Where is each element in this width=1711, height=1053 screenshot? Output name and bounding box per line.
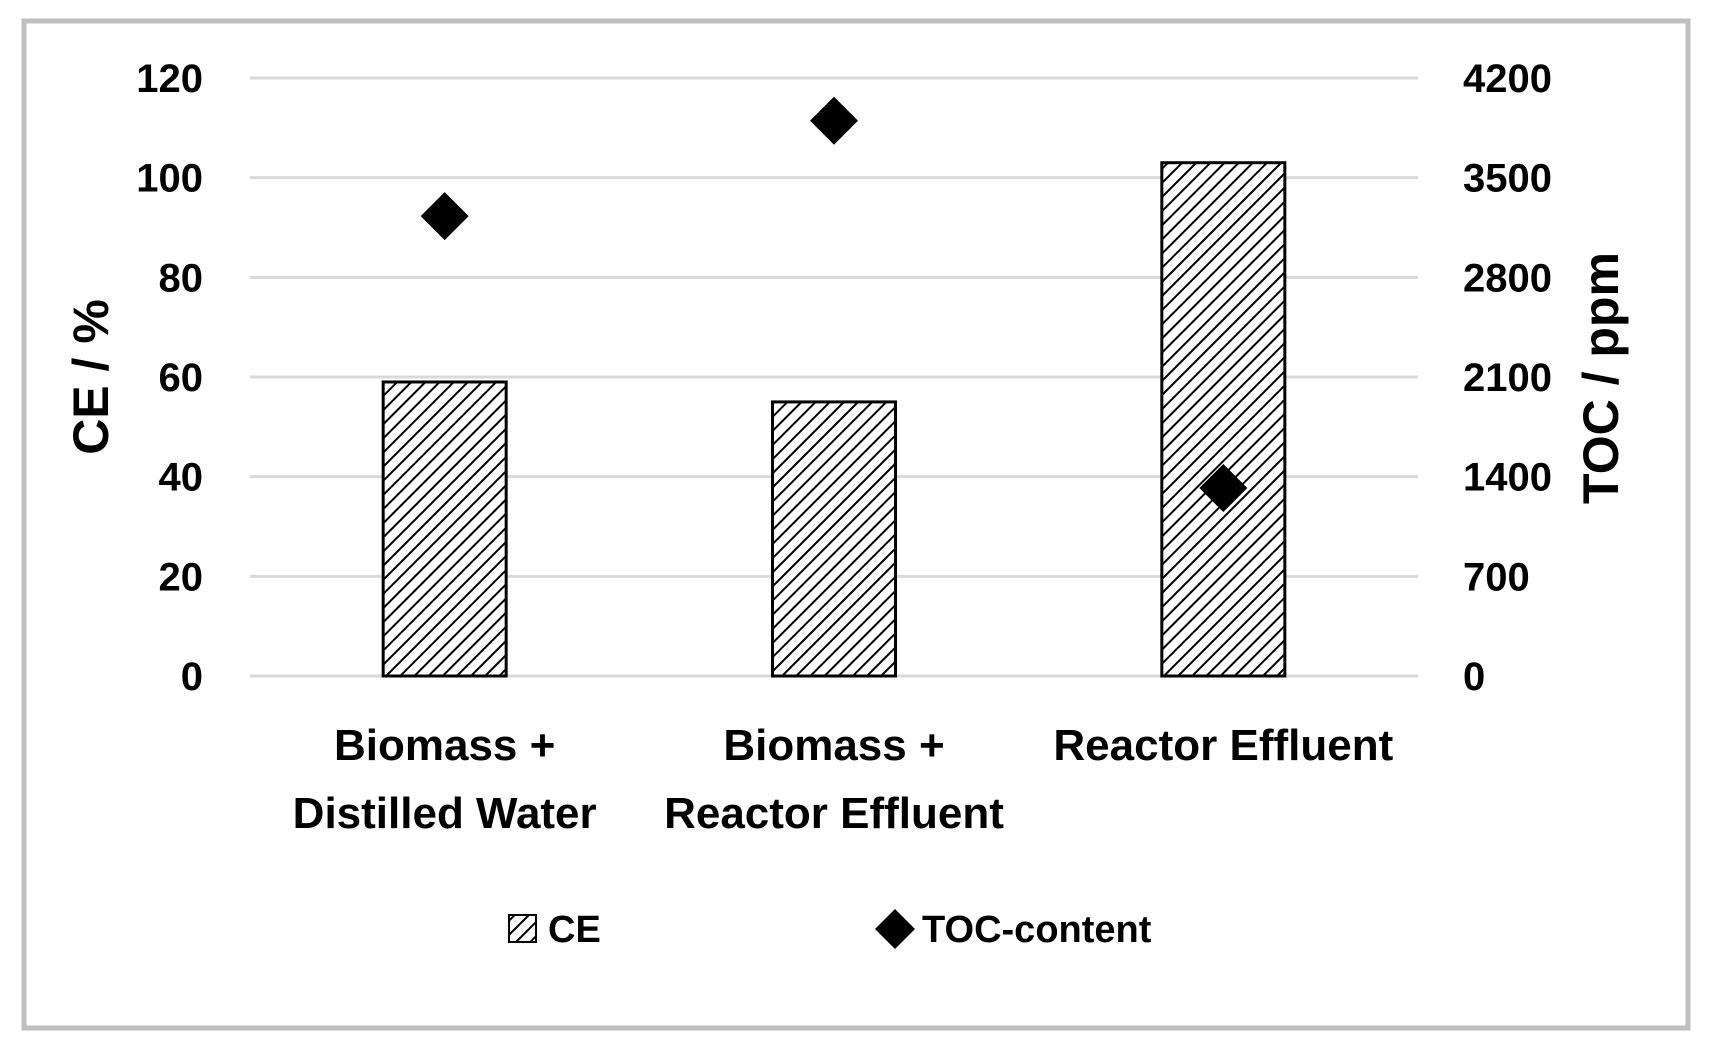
legend-label-ce: CE — [548, 909, 601, 951]
y-tick-label: 60 — [159, 356, 204, 400]
category-label: Distilled Water — [293, 789, 597, 838]
y-tick-label: 40 — [159, 456, 204, 500]
marker-toc-content — [810, 96, 858, 145]
legend: CE TOC-content — [508, 909, 1152, 951]
y-tick-label: 20 — [159, 555, 204, 599]
y-tick-label: 120 — [136, 57, 203, 101]
bars — [381, 161, 1287, 678]
y-tick-label: 0 — [181, 655, 203, 699]
y2-tick-label: 4200 — [1463, 57, 1552, 101]
y2-tick-label: 2800 — [1463, 256, 1552, 300]
y2-tick-label: 1400 — [1463, 456, 1552, 500]
legend-swatch-ce — [508, 914, 537, 943]
y2-tick-label: 2100 — [1463, 356, 1552, 400]
bar-ce — [1160, 161, 1287, 678]
y-axis-title: CE / % — [63, 299, 119, 455]
markers — [420, 96, 1248, 513]
bar-ce — [771, 400, 897, 678]
y2-tick-label: 700 — [1463, 555, 1530, 599]
marker-toc-content — [1199, 464, 1248, 513]
y2-axis-title: TOC / ppm — [1573, 252, 1629, 504]
category-label: Biomass + — [334, 721, 555, 770]
category-label: Reactor Effluent — [664, 789, 1004, 838]
y-tick-label: 100 — [136, 157, 203, 201]
y2-tick-label: 0 — [1463, 655, 1485, 699]
marker-toc-content — [420, 192, 469, 241]
legend-marker-toc — [875, 909, 915, 949]
y2-tick-labels: 0 700 1400 2100 2800 3500 4200 — [1463, 57, 1552, 699]
y2-tick-label: 3500 — [1463, 157, 1552, 201]
bar-ce — [381, 380, 508, 678]
category-labels: Biomass + Distilled Water Biomass + Reactor… — [293, 721, 1394, 838]
legend-label-toc: TOC-content — [922, 909, 1152, 951]
category-label: Reactor Effluent — [1053, 721, 1393, 770]
category-label: Biomass + — [723, 721, 944, 770]
y-tick-label: 80 — [159, 256, 204, 300]
y-tick-labels: 0 20 40 60 80 100 120 — [136, 57, 203, 699]
